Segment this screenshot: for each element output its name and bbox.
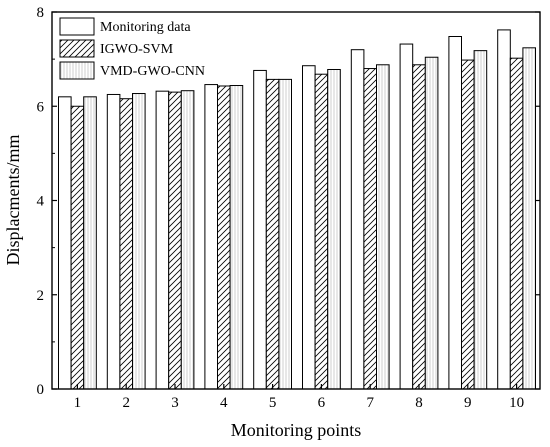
bars-group — [58, 29, 537, 390]
bar-monitoring-data-point-7 — [350, 49, 365, 390]
bar-igwo-svm-point-8 — [412, 64, 426, 390]
x-tick-label: 5 — [269, 395, 277, 411]
legend-swatch-igwo-svm — [59, 39, 95, 58]
x-axis-title: Monitoring points — [231, 420, 362, 440]
x-axis-ticks: 1 2 3 4 5 6 7 8 9 10 — [74, 384, 524, 411]
x-tick-label: 6 — [318, 395, 326, 411]
y-tick-label: 0 — [37, 382, 45, 398]
y-axis-ticks: 0 2 4 6 8 — [37, 5, 540, 398]
y-tick-label: 4 — [37, 194, 45, 210]
y-axis-title: Displacments/mm — [3, 135, 23, 266]
legend: Monitoring data IGWO-SVM VMD-GWO-CNN — [59, 17, 205, 80]
bar-vmd-gwo-cnn-point-1 — [83, 96, 97, 390]
legend-swatch-vmd-gwo-cnn — [59, 61, 95, 80]
bar-igwo-svm-point-6 — [314, 73, 329, 390]
legend-label-igwo-svm: IGWO-SVM — [100, 42, 174, 57]
x-tick-label: 10 — [509, 395, 524, 411]
bar-igwo-svm-point-3 — [168, 91, 182, 390]
legend-swatch-monitoring-data — [59, 17, 95, 36]
y-tick-label: 8 — [37, 5, 45, 21]
bar-vmd-gwo-cnn-point-2 — [132, 93, 146, 390]
bar-monitoring-data-point-1 — [58, 96, 72, 390]
x-tick-label: 8 — [415, 395, 423, 411]
x-tick-label: 3 — [171, 395, 179, 411]
bar-monitoring-data-point-5 — [253, 69, 267, 390]
bar-igwo-svm-point-4 — [217, 85, 231, 390]
bar-vmd-gwo-cnn-point-5 — [278, 78, 292, 390]
bar-igwo-svm-point-2 — [119, 98, 134, 390]
bar-vmd-gwo-cnn-point-3 — [180, 90, 195, 390]
bar-vmd-gwo-cnn-point-4 — [229, 85, 244, 390]
y-tick-label: 2 — [37, 288, 45, 304]
legend-label-monitoring-data: Monitoring data — [100, 20, 191, 35]
x-tick-label: 1 — [74, 395, 82, 411]
bar-vmd-gwo-cnn-point-9 — [473, 50, 488, 390]
bar-igwo-svm-point-9 — [461, 59, 475, 390]
bar-vmd-gwo-cnn-point-7 — [376, 64, 390, 390]
y-tick-label: 6 — [37, 99, 45, 115]
x-tick-label: 4 — [220, 395, 228, 411]
bar-vmd-gwo-cnn-point-10 — [522, 47, 537, 390]
bar-monitoring-data-point-3 — [155, 90, 170, 390]
bar-monitoring-data-point-2 — [106, 93, 121, 390]
x-tick-label: 9 — [464, 395, 472, 411]
x-tick-label: 7 — [366, 395, 374, 411]
legend-label-vmd-gwo-cnn: VMD-GWO-CNN — [100, 64, 205, 79]
bar-monitoring-data-point-8 — [399, 43, 414, 390]
bar-monitoring-data-point-9 — [448, 36, 462, 390]
bar-monitoring-data-point-10 — [497, 29, 511, 390]
bar-igwo-svm-point-5 — [265, 78, 280, 390]
bar-monitoring-data-point-4 — [204, 84, 218, 390]
bar-vmd-gwo-cnn-point-6 — [327, 68, 341, 390]
bar-igwo-svm-point-7 — [363, 68, 377, 390]
bar-vmd-gwo-cnn-point-8 — [424, 56, 439, 390]
bar-monitoring-data-point-6 — [302, 65, 316, 390]
bar-igwo-svm-point-10 — [509, 57, 524, 390]
x-tick-label: 2 — [122, 395, 130, 411]
bar-igwo-svm-point-1 — [70, 105, 85, 390]
